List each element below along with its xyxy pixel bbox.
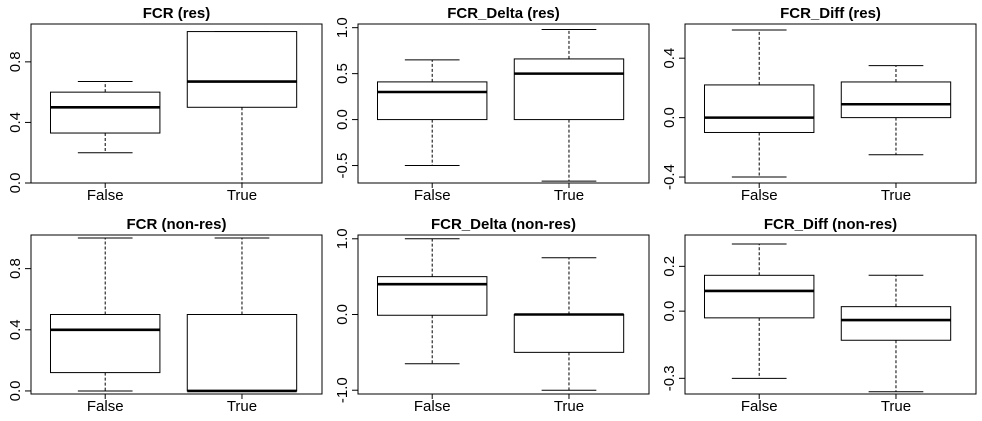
box-true — [186, 31, 298, 184]
boxplot-panel: FCR_Diff (res) -0.4 0.0 0.4 False True — [661, 5, 977, 204]
iqr-box — [49, 91, 161, 134]
panel-title: FCR_Diff (res) — [780, 5, 881, 22]
box-false — [376, 238, 488, 365]
iqr-box — [840, 81, 952, 119]
box-false — [49, 237, 161, 392]
y-tick-label: 0.4 — [7, 319, 24, 340]
y-tick-label: -0.3 — [661, 365, 678, 391]
x-category-label: False — [87, 187, 124, 204]
box-false — [703, 243, 815, 379]
y-tick-label: 0.0 — [7, 381, 24, 402]
plot-frame — [30, 23, 323, 184]
x-category-label: True — [554, 398, 584, 415]
boxplot-panel: FCR (res) 0.0 0.4 0.8 False True — [7, 5, 323, 204]
plot-frame — [684, 234, 977, 395]
y-tick-label: 0.2 — [661, 256, 678, 277]
box-true — [840, 274, 952, 393]
panel-title: FCR_Delta (res) — [447, 5, 560, 22]
x-category-label: False — [414, 187, 451, 204]
x-category-label: False — [741, 398, 778, 415]
y-tick-label: 0.8 — [7, 258, 24, 279]
x-category-label: False — [414, 398, 451, 415]
y-tick-label: -1.0 — [334, 377, 351, 403]
box-false — [376, 59, 488, 167]
y-tick-label: -0.4 — [661, 164, 678, 190]
box-true — [513, 257, 625, 391]
y-tick-label: 0.4 — [7, 112, 24, 133]
boxplot-panel: FCR_Delta (non-res) -1.0 0.0 1.0 False True — [334, 216, 650, 415]
x-category-label: True — [881, 187, 911, 204]
plot-frame — [684, 23, 977, 184]
panel-title: FCR (res) — [143, 5, 211, 22]
y-tick-label: 0.5 — [334, 63, 351, 84]
boxplot-panel: FCR_Diff (non-res) -0.3 0.0 0.2 False True — [661, 216, 977, 415]
box-false — [49, 81, 161, 154]
iqr-box — [513, 58, 625, 121]
x-category-label: True — [227, 187, 257, 204]
iqr-box — [703, 84, 815, 133]
iqr-box — [513, 314, 625, 353]
iqr-box — [376, 276, 488, 316]
box-false — [703, 29, 815, 178]
y-tick-label: 1.0 — [334, 17, 351, 38]
iqr-box — [840, 306, 952, 341]
x-category-label: False — [87, 398, 124, 415]
y-tick-label: 0.0 — [661, 301, 678, 322]
iqr-box — [186, 31, 298, 108]
x-category-label: True — [227, 398, 257, 415]
x-category-label: True — [881, 398, 911, 415]
y-tick-label: 0.8 — [7, 51, 24, 72]
iqr-box — [186, 314, 298, 392]
iqr-box — [49, 314, 161, 374]
panel-title: FCR_Diff (non-res) — [764, 216, 897, 233]
iqr-box — [703, 274, 815, 319]
y-tick-label: 0.0 — [334, 304, 351, 325]
box-true — [840, 65, 952, 156]
x-category-label: False — [741, 187, 778, 204]
boxplot-panel: FCR (non-res) 0.0 0.4 0.8 False True — [7, 216, 323, 415]
y-tick-label: 0.0 — [661, 107, 678, 128]
y-tick-label: 0.4 — [661, 48, 678, 69]
plot-frame — [357, 23, 650, 184]
panel-title: FCR_Delta (non-res) — [431, 216, 576, 233]
box-true — [513, 29, 625, 182]
boxplot-panel: FCR_Delta (res) -0.5 0.0 0.5 1.0 False True — [334, 5, 650, 204]
box-true — [186, 237, 298, 393]
y-tick-label: 0.0 — [7, 173, 24, 194]
panel-title: FCR (non-res) — [127, 216, 227, 233]
y-tick-label: 1.0 — [334, 228, 351, 249]
y-tick-label: 0.0 — [334, 109, 351, 130]
y-tick-label: -0.5 — [334, 153, 351, 179]
x-category-label: True — [554, 187, 584, 204]
plot-frame — [30, 234, 323, 395]
iqr-box — [376, 81, 488, 121]
